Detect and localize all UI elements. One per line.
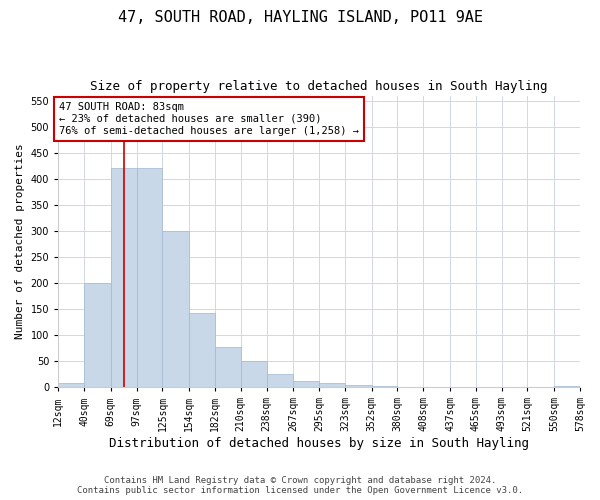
Bar [371,386,397,387]
Text: Contains HM Land Registry data © Crown copyright and database right 2024.
Contai: Contains HM Land Registry data © Crown c… [77,476,523,495]
Title: Size of property relative to detached houses in South Hayling: Size of property relative to detached ho… [91,80,548,93]
Bar [345,384,371,387]
Bar [84,283,111,387]
X-axis label: Distribution of detached houses by size in South Hayling: Distribution of detached houses by size … [109,437,529,450]
Text: 47, SOUTH ROAD, HAYLING ISLAND, PO11 9AE: 47, SOUTH ROAD, HAYLING ISLAND, PO11 9AE [118,10,482,25]
Bar [58,383,84,387]
Bar [215,347,241,387]
Bar [554,386,580,387]
Bar [137,168,163,387]
Y-axis label: Number of detached properties: Number of detached properties [15,144,25,339]
Bar [293,381,319,387]
Bar [266,374,293,387]
Bar [319,383,345,387]
Bar [189,312,215,387]
Bar [163,231,189,387]
Text: 47 SOUTH ROAD: 83sqm
← 23% of detached houses are smaller (390)
76% of semi-deta: 47 SOUTH ROAD: 83sqm ← 23% of detached h… [59,102,359,136]
Bar [111,168,137,387]
Bar [241,361,266,387]
